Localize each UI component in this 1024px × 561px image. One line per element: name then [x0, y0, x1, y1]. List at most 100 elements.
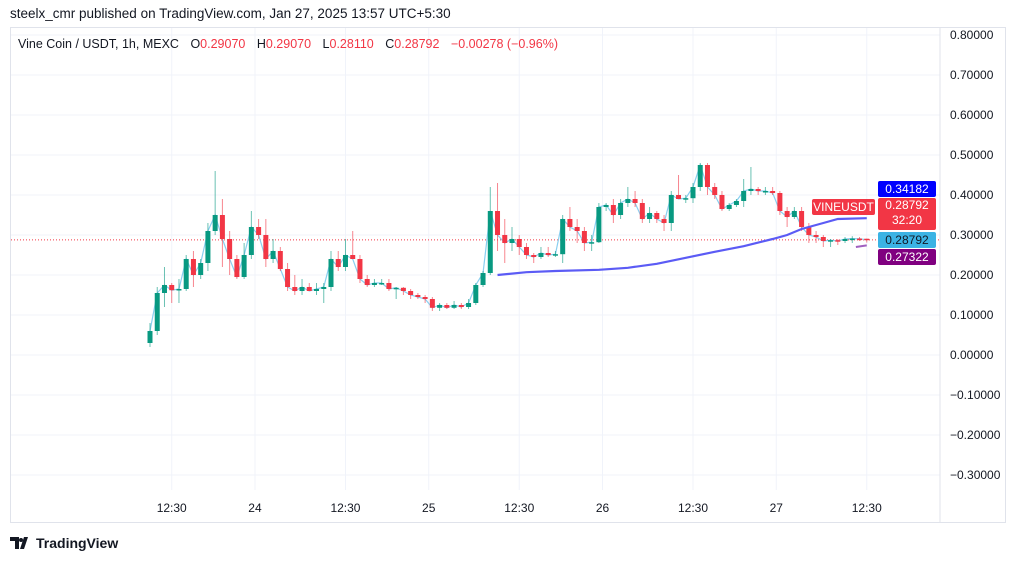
- candle-body: [719, 195, 725, 209]
- tradingview-logo[interactable]: TradingView: [10, 535, 118, 551]
- candle-body: [190, 259, 196, 275]
- candle-body: [770, 191, 776, 193]
- x-tick-label: 12:30: [330, 501, 361, 515]
- candle-body: [502, 235, 508, 243]
- candle-body: [379, 283, 385, 285]
- open-value: 0.29070: [200, 37, 246, 51]
- candle-body: [299, 287, 305, 291]
- low-label: L: [322, 37, 330, 51]
- candle-body: [704, 165, 710, 187]
- symbol-description: Vine Coin / USDT, 1h, MEXC: [18, 37, 179, 51]
- candle-body: [161, 285, 167, 293]
- candle-body: [444, 305, 450, 308]
- candle-body: [277, 251, 283, 269]
- candle-body: [842, 239, 848, 241]
- candle-body: [712, 187, 718, 195]
- candle-body: [610, 205, 616, 215]
- y-tick-label: 0.10000: [950, 308, 994, 322]
- last-price-value: 0.28792: [885, 198, 929, 212]
- candle-body: [270, 251, 276, 259]
- candle-body: [176, 289, 182, 291]
- candle-body: [726, 205, 732, 209]
- y-tick-label: 0.30000: [950, 228, 994, 242]
- candle-body: [741, 191, 747, 201]
- candle-body: [835, 240, 841, 242]
- candle-body: [828, 240, 834, 242]
- candle-body: [495, 211, 501, 235]
- x-tick-label: 12:30: [851, 501, 882, 515]
- candle-body: [654, 213, 660, 219]
- candle-body: [864, 238, 870, 241]
- x-tick-label: 25: [422, 501, 436, 515]
- bar-countdown: 32:20: [891, 213, 923, 227]
- candle-body: [147, 331, 153, 343]
- candle-body: [408, 291, 414, 295]
- y-tick-label: 0.40000: [950, 188, 994, 202]
- candle-body: [429, 299, 435, 308]
- candle-body: [762, 191, 768, 193]
- high-value: 0.29070: [265, 37, 312, 51]
- candle-body: [531, 255, 537, 257]
- y-tick-label: 0.50000: [950, 148, 994, 162]
- y-tick-label: 0.70000: [950, 68, 994, 82]
- y-tick-label: 0.60000: [950, 108, 994, 122]
- candle-body: [683, 198, 689, 200]
- candle-body: [748, 189, 754, 191]
- candle-body: [857, 238, 863, 241]
- candle-body: [328, 259, 334, 287]
- x-tick-label: 26: [595, 501, 610, 515]
- candle-body: [241, 255, 247, 277]
- candle-body: [350, 255, 356, 259]
- candle-body: [784, 211, 790, 217]
- candle-body: [647, 213, 653, 219]
- close-value: 0.28792: [394, 37, 440, 51]
- moving-average-line: [497, 217, 867, 277]
- close-line: [149, 163, 867, 332]
- high-label: H: [256, 37, 266, 51]
- candle-body: [690, 187, 696, 199]
- candle-body: [560, 219, 566, 255]
- candle-body: [292, 287, 298, 291]
- candle-body: [632, 199, 638, 203]
- candle-body: [342, 255, 348, 267]
- y-tick-label: −0.30000: [950, 468, 1001, 482]
- y-tick-label: 0.80000: [950, 28, 994, 42]
- candle-body: [516, 239, 522, 247]
- last-price-label: 0.28792 32:20: [878, 198, 936, 230]
- candle-body: [567, 219, 573, 227]
- candle-body: [227, 239, 233, 259]
- open-label: O: [190, 37, 201, 51]
- candle-body: [473, 285, 479, 303]
- candle-body: [357, 259, 363, 279]
- candle-body: [422, 297, 428, 299]
- candle-body: [371, 283, 377, 285]
- candle-body: [154, 293, 160, 331]
- candle-body: [234, 259, 240, 277]
- candle-body: [256, 227, 262, 235]
- candle-body: [676, 195, 682, 199]
- candle-body: [263, 235, 269, 259]
- brand-name: TradingView: [36, 535, 119, 551]
- published-caption: steelx_cmr published on TradingView.com,…: [10, 6, 451, 21]
- symbol-price-tag: VINEUSDT: [812, 199, 875, 215]
- candle-body: [545, 253, 551, 255]
- candle-body: [581, 231, 587, 243]
- candle-body: [437, 305, 443, 308]
- candle-body: [849, 238, 855, 241]
- candle-body: [552, 254, 558, 256]
- candle-body: [625, 199, 631, 203]
- candle-body: [451, 305, 457, 308]
- y-tick-label: 0.00000: [950, 348, 994, 362]
- candle-body: [618, 203, 624, 215]
- candle-body: [364, 279, 370, 285]
- candle-body: [733, 201, 739, 205]
- chart-frame[interactable]: [10, 27, 1006, 523]
- candle-body: [306, 287, 312, 291]
- candle-body: [415, 295, 421, 297]
- candle-body: [248, 227, 254, 255]
- candle-body: [400, 287, 406, 291]
- candle-body: [509, 239, 515, 243]
- candle-body: [596, 207, 602, 243]
- candle-body: [480, 273, 486, 285]
